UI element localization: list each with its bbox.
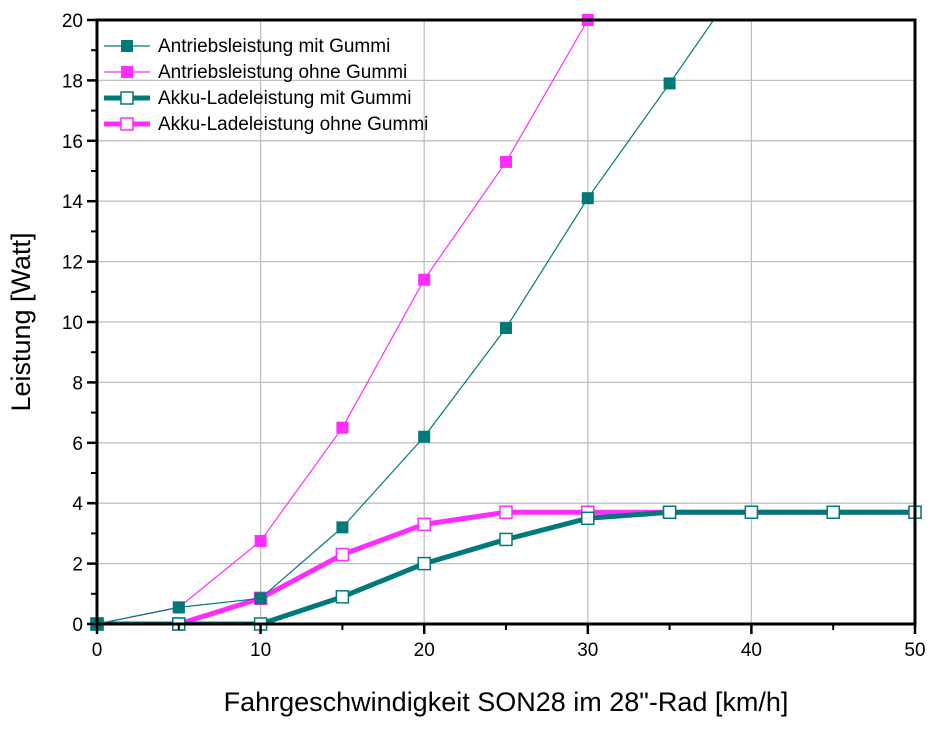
x-tick-label: 40	[741, 640, 762, 661]
y-tick-label: 0	[72, 615, 83, 636]
data-point	[581, 511, 595, 526]
data-point	[254, 534, 267, 547]
x-axis-label: Fahrgeschwindigkeit SON28 im 28"-Rad [km…	[224, 687, 789, 717]
legend-marker	[120, 91, 134, 105]
legend-marker	[121, 40, 133, 52]
y-tick-label: 20	[62, 11, 83, 32]
data-point	[417, 556, 431, 571]
data-point	[336, 521, 349, 534]
legend-label: Antriebsleistung mit Gummi	[158, 36, 390, 57]
y-tick-label: 16	[62, 132, 83, 153]
series-line	[97, 509, 915, 624]
y-tick-label: 18	[62, 71, 83, 92]
data-point	[335, 547, 350, 562]
y-tick-label: 10	[62, 313, 83, 334]
data-point	[254, 592, 267, 605]
data-point	[663, 77, 676, 90]
data-point	[172, 601, 185, 614]
x-tick-label: 0	[92, 640, 103, 661]
data-point	[826, 505, 840, 520]
axis-ticks: 0 10 20 30 40 50 0 2 4 6 8 10 12 14 16 18 20	[62, 11, 926, 661]
data-point	[417, 517, 431, 532]
legend-marker	[120, 117, 134, 131]
y-tick-label: 4	[72, 494, 83, 515]
legend-marker	[121, 66, 133, 78]
x-tick-label: 10	[250, 640, 271, 661]
data-point	[499, 532, 513, 547]
data-point	[500, 155, 512, 168]
data-point	[418, 273, 431, 286]
x-tick-label: 30	[577, 640, 598, 661]
data-point	[336, 421, 349, 434]
y-tick-label: 6	[72, 434, 83, 455]
data-point	[662, 505, 677, 520]
data-point	[500, 322, 512, 335]
data-point	[499, 505, 513, 520]
y-tick-label: 14	[62, 192, 84, 213]
series-line	[97, 509, 915, 624]
legend: Antriebsleistung mit Gummi Antriebsleistu…	[104, 36, 428, 135]
x-tick-label: 50	[904, 640, 925, 661]
data-point	[335, 590, 350, 604]
y-tick-label: 2	[72, 555, 83, 576]
y-tick-label: 12	[62, 253, 83, 274]
legend-label: Akku-Ladeleistung ohne Gummi	[158, 114, 428, 135]
legend-label: Antriebsleistung ohne Gummi	[158, 62, 407, 83]
data-point	[744, 505, 759, 520]
data-point	[418, 430, 431, 443]
data-point	[581, 192, 594, 205]
y-tick-label: 8	[72, 373, 83, 394]
legend-label: Akku-Ladeleistung mit Gummi	[158, 88, 411, 109]
y-axis-label: Leistung [Watt]	[6, 232, 36, 411]
x-tick-label: 20	[414, 640, 435, 661]
